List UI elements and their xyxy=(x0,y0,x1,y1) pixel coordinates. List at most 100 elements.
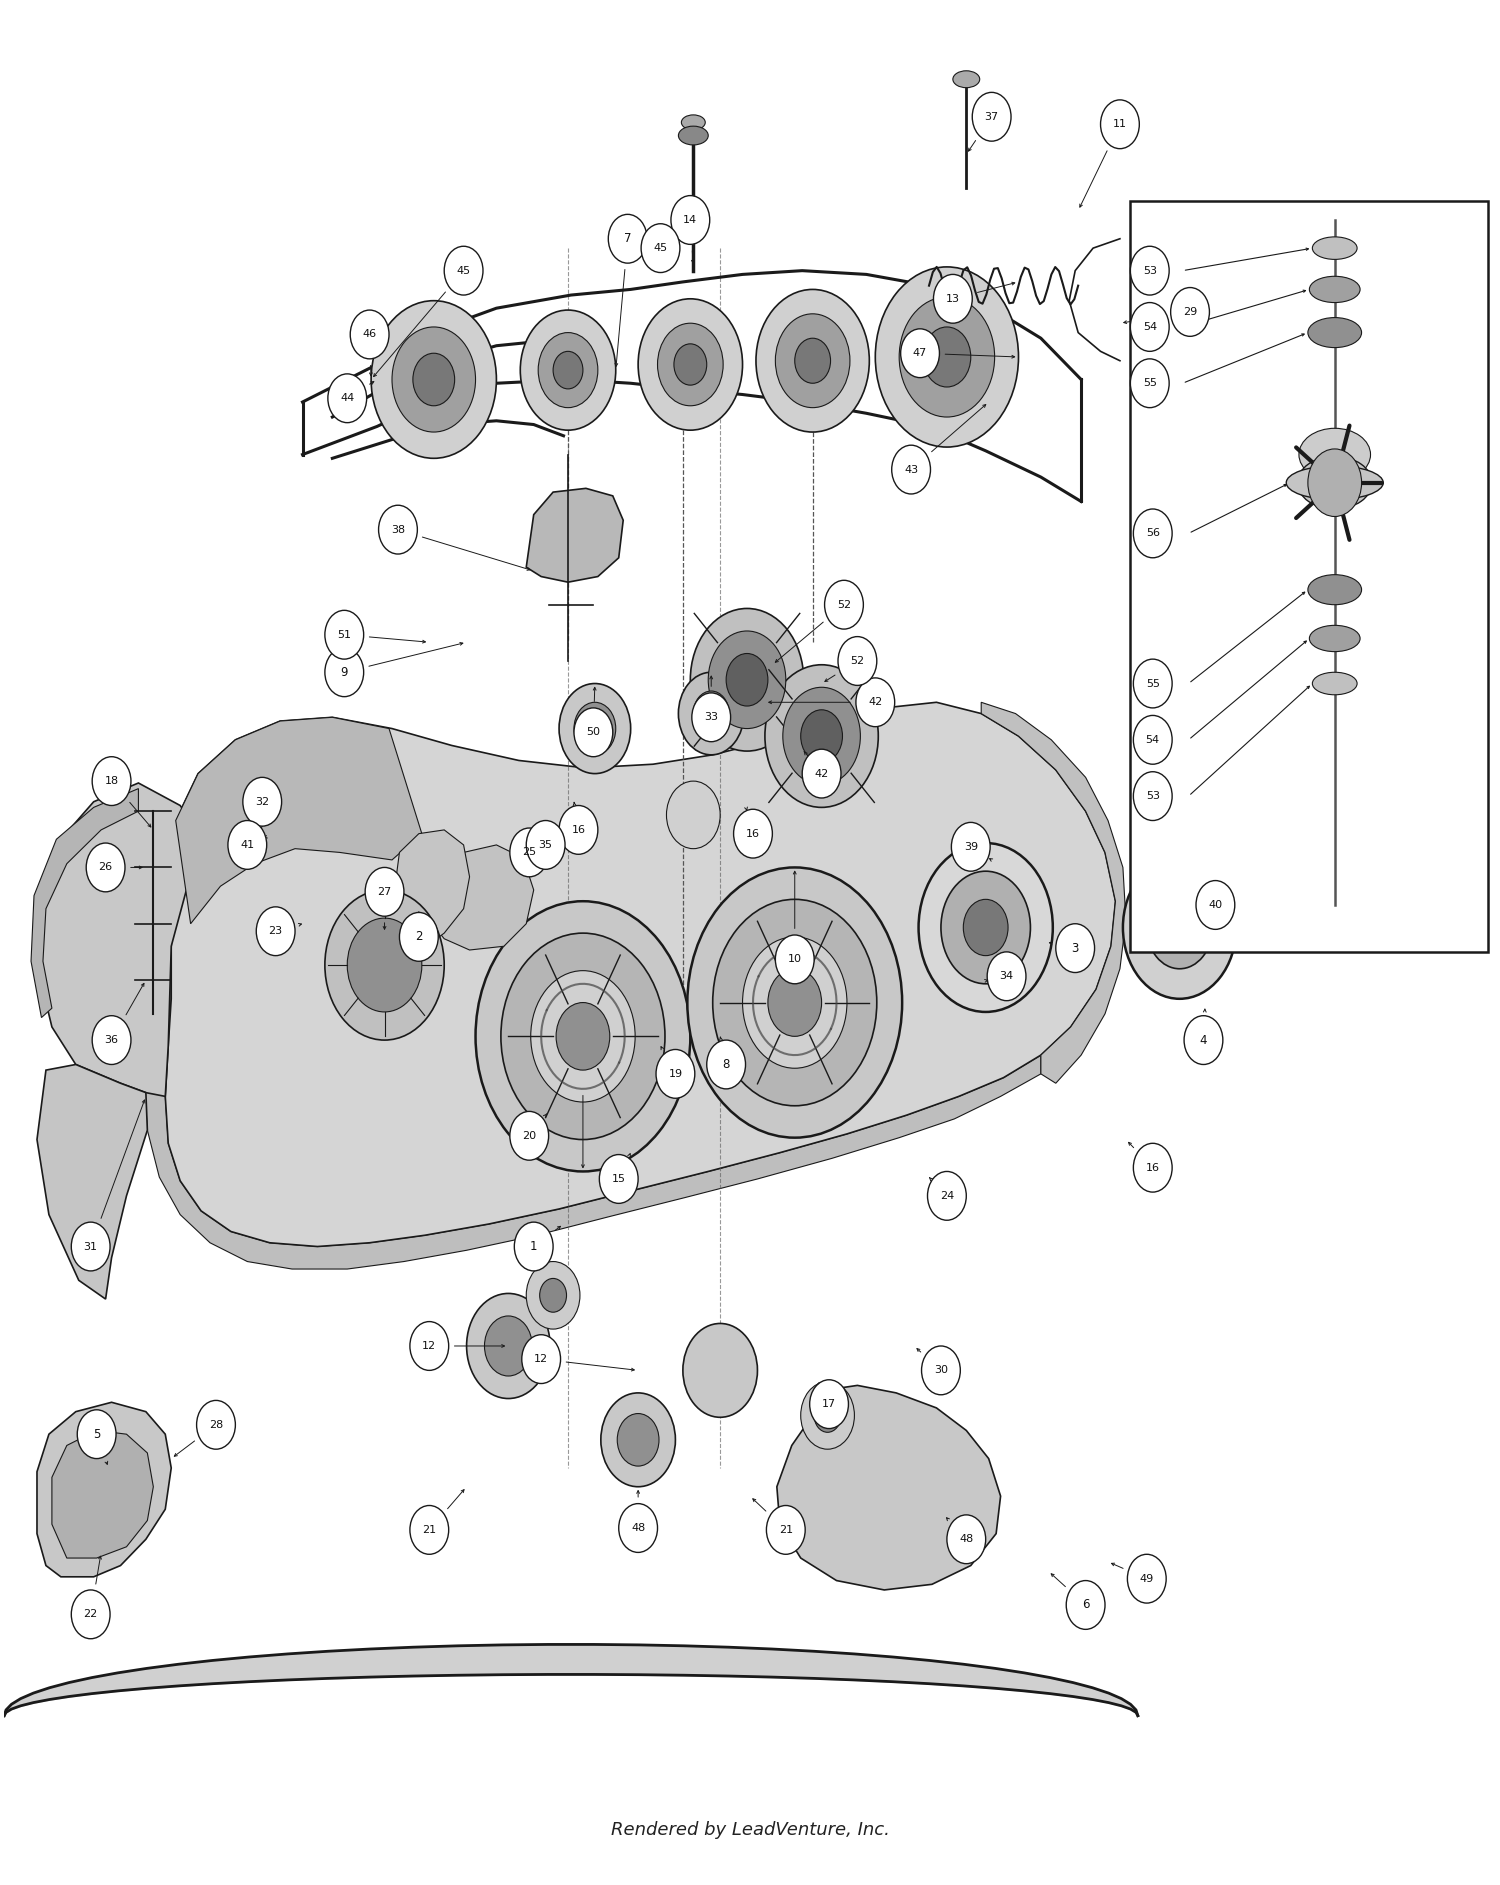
Circle shape xyxy=(510,1112,549,1159)
Circle shape xyxy=(708,631,786,729)
Circle shape xyxy=(392,326,476,432)
Circle shape xyxy=(602,1393,675,1487)
Text: 24: 24 xyxy=(940,1191,954,1201)
Circle shape xyxy=(618,1504,657,1553)
Text: 11: 11 xyxy=(1113,119,1126,130)
Text: 25: 25 xyxy=(522,848,537,858)
Circle shape xyxy=(350,309,388,358)
Text: 16: 16 xyxy=(1146,1163,1160,1172)
Circle shape xyxy=(520,309,615,430)
Bar xyxy=(1131,202,1488,952)
Text: 41: 41 xyxy=(240,841,255,850)
Circle shape xyxy=(466,1293,550,1399)
Polygon shape xyxy=(165,703,1116,1246)
Text: 42: 42 xyxy=(868,697,882,707)
Circle shape xyxy=(228,820,267,869)
Text: 23: 23 xyxy=(268,926,282,937)
Circle shape xyxy=(540,1278,567,1312)
Text: 29: 29 xyxy=(1184,307,1197,317)
Circle shape xyxy=(742,937,847,1069)
Circle shape xyxy=(501,933,664,1140)
Text: 45: 45 xyxy=(456,266,471,275)
Circle shape xyxy=(1131,303,1168,351)
Circle shape xyxy=(706,1041,746,1090)
Circle shape xyxy=(768,969,822,1037)
Circle shape xyxy=(560,805,598,854)
Circle shape xyxy=(1131,358,1168,407)
Circle shape xyxy=(839,637,878,686)
Circle shape xyxy=(1066,1580,1106,1629)
Text: 8: 8 xyxy=(723,1057,730,1071)
Circle shape xyxy=(364,867,404,916)
Text: 54: 54 xyxy=(1146,735,1160,745)
Circle shape xyxy=(801,1382,855,1450)
Circle shape xyxy=(328,373,366,422)
Circle shape xyxy=(687,867,902,1139)
Text: 36: 36 xyxy=(105,1035,118,1044)
Text: 50: 50 xyxy=(586,728,600,737)
Polygon shape xyxy=(777,1385,1000,1589)
Text: 27: 27 xyxy=(378,886,392,897)
Text: 49: 49 xyxy=(1140,1574,1154,1583)
Polygon shape xyxy=(394,829,470,952)
Circle shape xyxy=(766,1506,806,1555)
Circle shape xyxy=(674,343,706,385)
Circle shape xyxy=(531,971,634,1103)
Circle shape xyxy=(1128,1555,1166,1602)
Text: 12: 12 xyxy=(422,1340,436,1352)
Circle shape xyxy=(856,679,894,728)
Text: 34: 34 xyxy=(999,971,1014,982)
Ellipse shape xyxy=(678,126,708,145)
Circle shape xyxy=(657,322,723,405)
Text: 48: 48 xyxy=(632,1523,645,1533)
Circle shape xyxy=(574,709,614,756)
Ellipse shape xyxy=(952,72,980,89)
Text: 26: 26 xyxy=(99,863,112,873)
Text: 9: 9 xyxy=(340,665,348,679)
Circle shape xyxy=(825,581,864,630)
Circle shape xyxy=(574,703,615,754)
Polygon shape xyxy=(32,788,138,1018)
Circle shape xyxy=(256,907,296,956)
Circle shape xyxy=(86,843,124,892)
Text: 47: 47 xyxy=(914,349,927,358)
Ellipse shape xyxy=(1308,575,1362,605)
Circle shape xyxy=(900,328,939,377)
Text: 35: 35 xyxy=(538,841,552,850)
Ellipse shape xyxy=(1310,626,1360,652)
Text: 53: 53 xyxy=(1146,792,1160,801)
Circle shape xyxy=(898,298,995,417)
Text: 42: 42 xyxy=(815,769,828,779)
Circle shape xyxy=(801,711,843,762)
Circle shape xyxy=(1148,886,1212,969)
Text: 16: 16 xyxy=(746,829,760,839)
Circle shape xyxy=(682,1323,758,1418)
Text: 44: 44 xyxy=(340,394,354,403)
Circle shape xyxy=(765,665,879,807)
Circle shape xyxy=(522,1335,561,1384)
Circle shape xyxy=(1134,660,1172,709)
Circle shape xyxy=(946,1516,986,1565)
Circle shape xyxy=(876,268,1019,447)
Text: 5: 5 xyxy=(93,1427,100,1440)
Circle shape xyxy=(326,890,444,1041)
Text: Rendered by LeadVenture, Inc.: Rendered by LeadVenture, Inc. xyxy=(610,1821,890,1840)
Text: 46: 46 xyxy=(363,330,376,339)
Text: 48: 48 xyxy=(958,1534,974,1544)
Circle shape xyxy=(795,337,831,383)
Circle shape xyxy=(556,1003,610,1071)
Circle shape xyxy=(933,275,972,322)
Text: 33: 33 xyxy=(704,713,718,722)
Text: 10: 10 xyxy=(788,954,801,965)
Circle shape xyxy=(692,694,730,741)
Text: 52: 52 xyxy=(837,599,850,609)
Circle shape xyxy=(776,935,814,984)
Text: 12: 12 xyxy=(534,1353,548,1365)
Circle shape xyxy=(560,684,630,773)
Circle shape xyxy=(196,1401,236,1450)
Circle shape xyxy=(776,313,850,407)
Text: 18: 18 xyxy=(105,777,118,786)
Circle shape xyxy=(918,843,1053,1012)
Text: 1: 1 xyxy=(530,1240,537,1254)
Text: 7: 7 xyxy=(624,232,632,245)
